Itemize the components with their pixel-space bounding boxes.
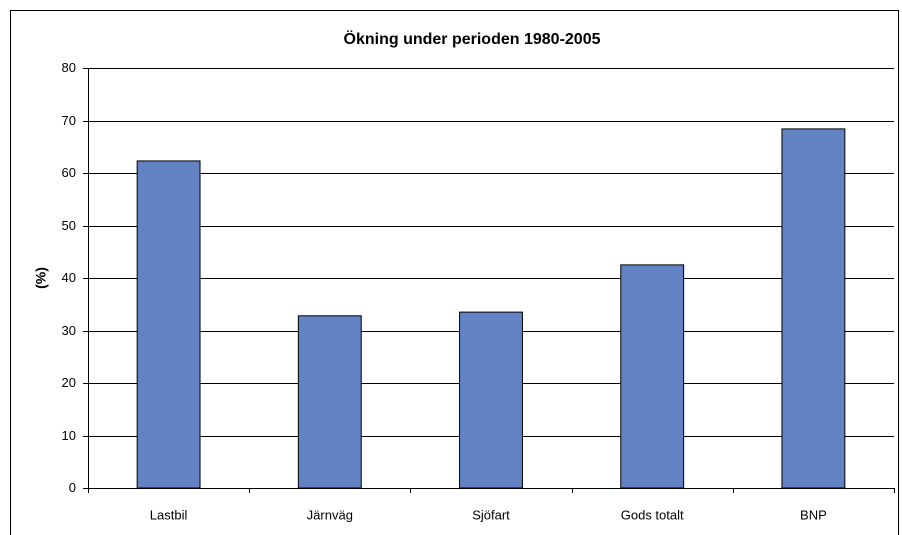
bar (136, 160, 201, 489)
x-tick-label: Järnväg (307, 507, 353, 522)
y-tick-label: 50 (62, 218, 76, 233)
x-tick-label: BNP (800, 507, 827, 522)
y-axis-label: (%) (33, 267, 49, 289)
bar (459, 311, 523, 489)
y-tick-label: 30 (62, 323, 76, 338)
chart-title: Ökning under perioden 1980-2005 (344, 29, 601, 48)
bar (297, 315, 362, 489)
y-tick-label: 40 (62, 270, 76, 285)
x-tick-label: Lastbil (150, 507, 188, 522)
y-tick-label: 10 (62, 428, 76, 443)
y-tick-label: 60 (62, 165, 76, 180)
y-tick-label: 0 (69, 480, 76, 495)
y-tick-label: 80 (62, 60, 76, 75)
y-tick-label: 70 (62, 113, 76, 128)
bar (620, 264, 685, 489)
x-tick-label: Sjöfart (472, 507, 510, 522)
bar (781, 128, 846, 489)
y-tick-label: 20 (62, 375, 76, 390)
x-tick-label: Gods totalt (621, 507, 684, 522)
